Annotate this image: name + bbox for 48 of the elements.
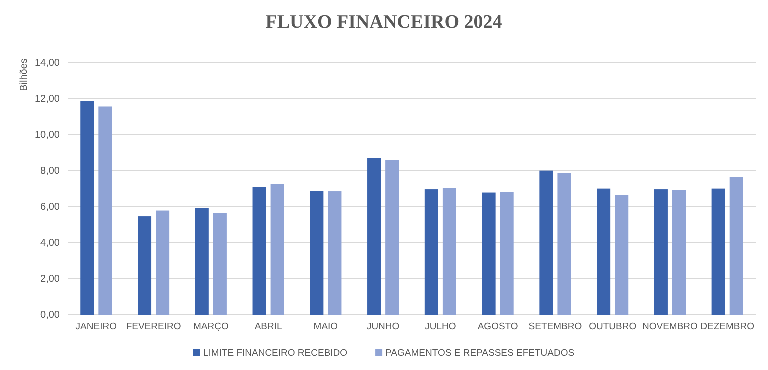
bar: [730, 177, 744, 315]
y-axis-title: Bilhões: [19, 58, 30, 92]
x-tick-label: ABRIL: [254, 322, 282, 333]
x-tick-label: AGOSTO: [478, 322, 518, 333]
bar: [500, 192, 514, 315]
y-tick-label: 0,00: [40, 310, 60, 322]
x-tick-label: NOVEMBRO: [642, 322, 698, 333]
y-tick-label: 6,00: [40, 202, 60, 214]
bar: [195, 208, 209, 315]
legend-label: PAGAMENTOS E REPASSES EFETUADOS: [386, 348, 575, 359]
bar: [138, 216, 152, 315]
y-tick-label: 12,00: [34, 94, 60, 106]
y-tick-label: 8,00: [40, 166, 60, 178]
bar: [672, 190, 686, 315]
bar: [615, 195, 629, 315]
bar: [482, 192, 496, 315]
bar: [386, 160, 400, 315]
y-tick-label: 4,00: [40, 238, 60, 250]
bar: [712, 188, 726, 315]
chart-title: FLUXO FINANCEIRO 2024: [266, 12, 503, 33]
bar: [424, 190, 438, 315]
y-tick-label: 14,00: [34, 58, 60, 70]
bar: [213, 213, 227, 315]
x-tick-label: MAIO: [314, 322, 338, 333]
bar: [558, 173, 572, 315]
legend-label: LIMITE FINANCEIRO RECEBIDO: [203, 348, 348, 359]
bar: [328, 192, 342, 315]
x-tick-label: JANEIRO: [76, 322, 117, 333]
bar: [98, 106, 112, 315]
bar: [654, 190, 668, 315]
bar: [442, 188, 456, 315]
bar: [252, 187, 266, 315]
x-tick-label: FEVEREIRO: [126, 322, 182, 333]
x-tick-label: DEZEMBRO: [700, 322, 755, 333]
bar: [310, 191, 324, 315]
bar: [80, 101, 94, 315]
x-tick-label: JULHO: [425, 322, 456, 333]
bar: [156, 210, 170, 315]
x-tick-label: SETEMBRO: [528, 322, 582, 333]
bar: [597, 188, 611, 315]
bar: [368, 158, 382, 315]
x-tick-label: OUTUBRO: [589, 322, 637, 333]
y-tick-label: 10,00: [34, 130, 60, 142]
bar: [540, 170, 554, 315]
x-tick-label: JUNHO: [366, 322, 400, 333]
bar: [270, 184, 284, 315]
x-tick-label: MARÇO: [193, 322, 229, 333]
y-tick-label: 2,00: [40, 274, 60, 286]
